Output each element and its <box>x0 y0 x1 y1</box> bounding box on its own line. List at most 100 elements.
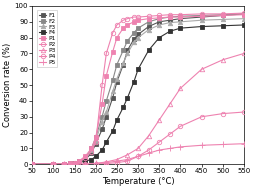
P1 <box>137 19 140 21</box>
P2 <box>122 19 125 21</box>
P1 <box>200 15 203 17</box>
F4 <box>200 25 203 28</box>
F3 <box>221 18 224 21</box>
P5 <box>168 147 171 149</box>
P2 <box>94 141 97 143</box>
F1 <box>94 143 97 145</box>
P5 <box>221 143 224 146</box>
P2 <box>168 14 171 16</box>
P5 <box>137 155 140 157</box>
F2 <box>132 32 135 34</box>
F4 <box>158 36 161 39</box>
F1 <box>111 97 114 99</box>
P4 <box>115 162 118 164</box>
F3 <box>111 90 114 93</box>
F4 <box>84 160 87 162</box>
Line: P2: P2 <box>30 11 246 167</box>
P2 <box>52 163 55 165</box>
P5 <box>105 162 108 164</box>
P2 <box>158 14 161 17</box>
F3 <box>158 24 161 26</box>
F2 <box>200 14 203 17</box>
P1 <box>62 163 66 165</box>
P5 <box>115 160 118 162</box>
P3 <box>179 87 182 89</box>
F4 <box>132 81 135 83</box>
P1 <box>221 14 224 17</box>
F2 <box>122 49 125 51</box>
P5 <box>126 158 129 161</box>
P2 <box>84 157 87 159</box>
P4 <box>158 141 161 143</box>
Line: P3: P3 <box>30 51 246 167</box>
F2 <box>84 157 87 159</box>
P1 <box>31 163 34 165</box>
F3 <box>242 18 245 20</box>
P1 <box>132 21 135 23</box>
F1 <box>158 21 161 23</box>
P4 <box>221 112 224 115</box>
F2 <box>62 163 66 165</box>
F1 <box>168 19 171 21</box>
F4 <box>52 163 55 165</box>
F3 <box>137 36 140 39</box>
P5 <box>31 163 34 165</box>
F1 <box>115 81 118 83</box>
P1 <box>52 163 55 165</box>
F3 <box>73 162 76 164</box>
F1 <box>101 128 104 131</box>
F3 <box>122 62 125 64</box>
P1 <box>69 162 72 165</box>
F3 <box>115 78 118 80</box>
F2 <box>242 13 245 15</box>
P1 <box>242 14 245 16</box>
F4 <box>179 27 182 29</box>
P2 <box>73 162 76 164</box>
P5 <box>62 163 66 165</box>
F3 <box>90 149 93 151</box>
F1 <box>31 163 34 165</box>
F2 <box>158 18 161 20</box>
P4 <box>126 160 129 162</box>
P3 <box>105 161 108 163</box>
P3 <box>69 163 72 165</box>
Line: F4: F4 <box>30 23 246 166</box>
P1 <box>158 17 161 19</box>
F4 <box>69 163 72 165</box>
F4 <box>126 97 129 99</box>
P2 <box>147 15 150 17</box>
F4 <box>73 162 76 164</box>
F3 <box>179 21 182 23</box>
F4 <box>94 155 97 157</box>
F1 <box>200 16 203 18</box>
P5 <box>84 163 87 165</box>
P4 <box>200 116 203 118</box>
F3 <box>132 41 135 43</box>
F2 <box>101 116 104 118</box>
F2 <box>111 79 114 81</box>
P2 <box>101 84 104 86</box>
P3 <box>31 163 34 165</box>
P2 <box>111 32 114 34</box>
F2 <box>31 163 34 165</box>
P2 <box>62 163 66 165</box>
F4 <box>242 24 245 26</box>
F2 <box>147 21 150 23</box>
P5 <box>147 152 150 154</box>
P1 <box>84 155 87 157</box>
P4 <box>31 163 34 165</box>
F4 <box>115 119 118 121</box>
F4 <box>90 158 93 161</box>
F1 <box>77 160 80 162</box>
P3 <box>242 52 245 55</box>
P2 <box>221 13 224 15</box>
F2 <box>69 162 72 165</box>
P1 <box>73 162 76 164</box>
F2 <box>73 162 76 164</box>
F2 <box>137 27 140 29</box>
F2 <box>115 64 118 66</box>
F3 <box>168 22 171 24</box>
F1 <box>132 38 135 40</box>
P4 <box>147 149 150 151</box>
F3 <box>77 160 80 162</box>
